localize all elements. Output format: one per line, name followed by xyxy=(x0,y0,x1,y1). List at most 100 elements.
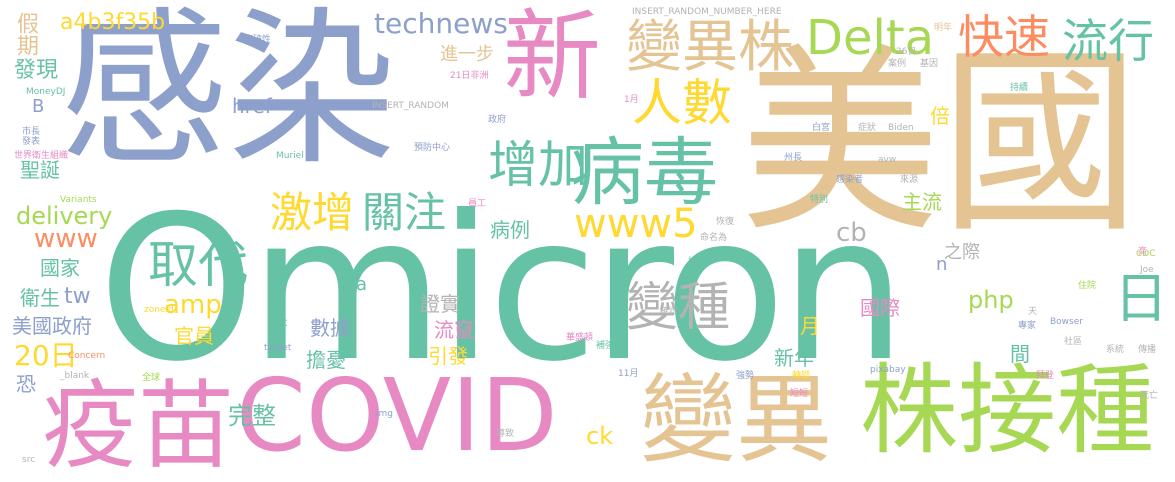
word-delivery: delivery xyxy=(16,202,113,230)
word-ganranzhe: 感染者 xyxy=(836,175,864,185)
word-liuxing: 流行 xyxy=(1062,14,1154,68)
word-bianyizhu: 變異株 xyxy=(626,15,794,80)
word-zhuanjia: 專家 xyxy=(1018,321,1037,331)
word-yiyue: 1月 xyxy=(624,95,639,105)
word-quezhen: 確診 xyxy=(660,307,679,317)
word-meiguo: 美國 xyxy=(740,27,1141,260)
word-pixabay: pixabay xyxy=(870,365,906,375)
word-jinyibu: 進一步 xyxy=(440,44,494,65)
word-danyou: 擔憂 xyxy=(306,348,346,372)
word-ri: 日 xyxy=(1114,267,1168,330)
word-zhengzhuang: 症狀 xyxy=(858,123,877,133)
word-quanqiu: 全球 xyxy=(142,373,161,383)
word-ershiri: 20日 xyxy=(14,339,78,372)
word-weisheng: 衛生 xyxy=(20,286,60,310)
word-zoneid: zoneid xyxy=(144,305,174,315)
word-guojia: 國家 xyxy=(40,256,80,280)
word-gao: 高 xyxy=(1138,247,1148,257)
word-shuju: 數據 xyxy=(310,316,350,340)
word-B: B xyxy=(32,96,45,117)
word-a4b3f35b: a4b3f35b xyxy=(60,10,166,35)
word-zhengfu: 政府 xyxy=(488,115,507,125)
word-target: target xyxy=(264,343,292,353)
word-zhengshi: 證實 xyxy=(420,292,460,316)
word-tufaxing: 突破性 xyxy=(244,35,272,45)
word-jizeng: 激增 xyxy=(270,188,355,237)
word-chixu: 持續 xyxy=(1010,83,1029,93)
word-shengdan: 聖誕 xyxy=(20,158,60,182)
word-bingdu: 病毒 xyxy=(570,130,718,216)
word-src: src xyxy=(22,455,36,465)
word-biden: Biden xyxy=(888,123,914,133)
word-shiyiyue: 11月 xyxy=(618,369,639,379)
word-avw: avw xyxy=(878,155,897,165)
word-zhuanbian: 轉變 xyxy=(792,371,811,381)
word-joe: Joe xyxy=(1140,265,1154,275)
word-muriel: Muriel xyxy=(276,151,304,161)
word-delta: Delta xyxy=(806,10,935,66)
word-huifu: 恢復 xyxy=(716,217,735,227)
word-shijieweisheng: 世界衛生組織 xyxy=(14,151,69,161)
word-jian: 間 xyxy=(1010,342,1030,366)
word-meiguozhengfu: 美國政府 xyxy=(12,314,92,338)
word-cb: cb xyxy=(836,218,867,248)
word-n: n xyxy=(936,254,948,275)
word-renshu: 人數 xyxy=(632,74,732,132)
word-www: www xyxy=(34,224,98,254)
word-zengjia: 增加 xyxy=(488,136,588,194)
word-faxian: 發現 xyxy=(14,58,59,83)
word-shequ: 社區 xyxy=(1064,337,1083,347)
word-php: php xyxy=(968,286,1014,314)
word-xin: 新 xyxy=(503,0,602,114)
word-zhouzhang: 州長 xyxy=(784,153,803,163)
word-zhujiezhong: 株接種 xyxy=(860,354,1155,468)
word-mingnian: 明年 xyxy=(934,23,953,33)
word-insert-random-number: INSERT_RANDOM_NUMBER_HERE xyxy=(632,7,782,17)
word-liucuan: 流竄 xyxy=(434,318,474,342)
word-ershiliuri: 26日 xyxy=(896,47,917,57)
word-diqu: 地區 xyxy=(688,257,707,267)
word-quai: 取代 xyxy=(148,236,248,294)
word-guanyuan: 官員 xyxy=(174,324,214,348)
word-bainding: 拜登 xyxy=(1036,371,1055,381)
word-jiyin: 基因 xyxy=(920,59,939,69)
word-laiyuan: 來源 xyxy=(900,175,919,185)
word-ck: ck xyxy=(586,422,614,450)
word-duanduan: 短短 xyxy=(790,389,809,399)
word-omicron: Omicron xyxy=(98,173,907,406)
word-variants: Variants xyxy=(60,195,97,205)
word-mingmingwei: 命名為 xyxy=(700,233,728,243)
word-ganran: 感染 xyxy=(60,0,396,188)
word-zhuyuan: 住院 xyxy=(1078,281,1097,291)
word-xitong: 系統 xyxy=(1106,345,1125,355)
word-yuangong: 員工 xyxy=(468,199,487,209)
word-covid: COVID xyxy=(236,357,558,474)
word-ershiyiri: 21日非洲 xyxy=(450,71,489,81)
word-bei: 倍 xyxy=(930,104,950,128)
word-anli: 案例 xyxy=(888,59,907,69)
word-huasheng: 華盛頓 xyxy=(566,333,594,343)
word-fabiao: 發表 xyxy=(22,137,41,147)
word-tebie: 特別 xyxy=(810,195,829,205)
word-yinfa: 引發 xyxy=(428,344,468,368)
word-shizhang: 市長 xyxy=(22,127,41,137)
word-bingli: 病例 xyxy=(490,218,530,242)
word-bianzhong: 變種 xyxy=(626,278,731,338)
word-amp: amp xyxy=(164,290,222,320)
word-cdc: CDC xyxy=(1136,249,1156,259)
word-a: a xyxy=(356,274,368,295)
word-baigong: 白宮 xyxy=(812,123,831,133)
word-yue: 月 xyxy=(800,314,820,338)
word-kong: 恐 xyxy=(16,372,36,396)
word-jiaqi: 假期 xyxy=(13,12,38,56)
word-img: img xyxy=(376,409,393,419)
word-xinnian: 新年 xyxy=(774,346,814,370)
word-buchongzhen: 補強針 xyxy=(596,341,624,351)
word-chuanbo: 傳播 xyxy=(1138,345,1157,355)
word-technews: technews xyxy=(374,7,508,40)
word-tian: 天 xyxy=(1028,307,1038,317)
word-guoji: 國際 xyxy=(860,296,900,320)
word-qiangshi: 強勢 xyxy=(736,371,755,381)
word-guanzhu: 關注 xyxy=(362,188,447,237)
